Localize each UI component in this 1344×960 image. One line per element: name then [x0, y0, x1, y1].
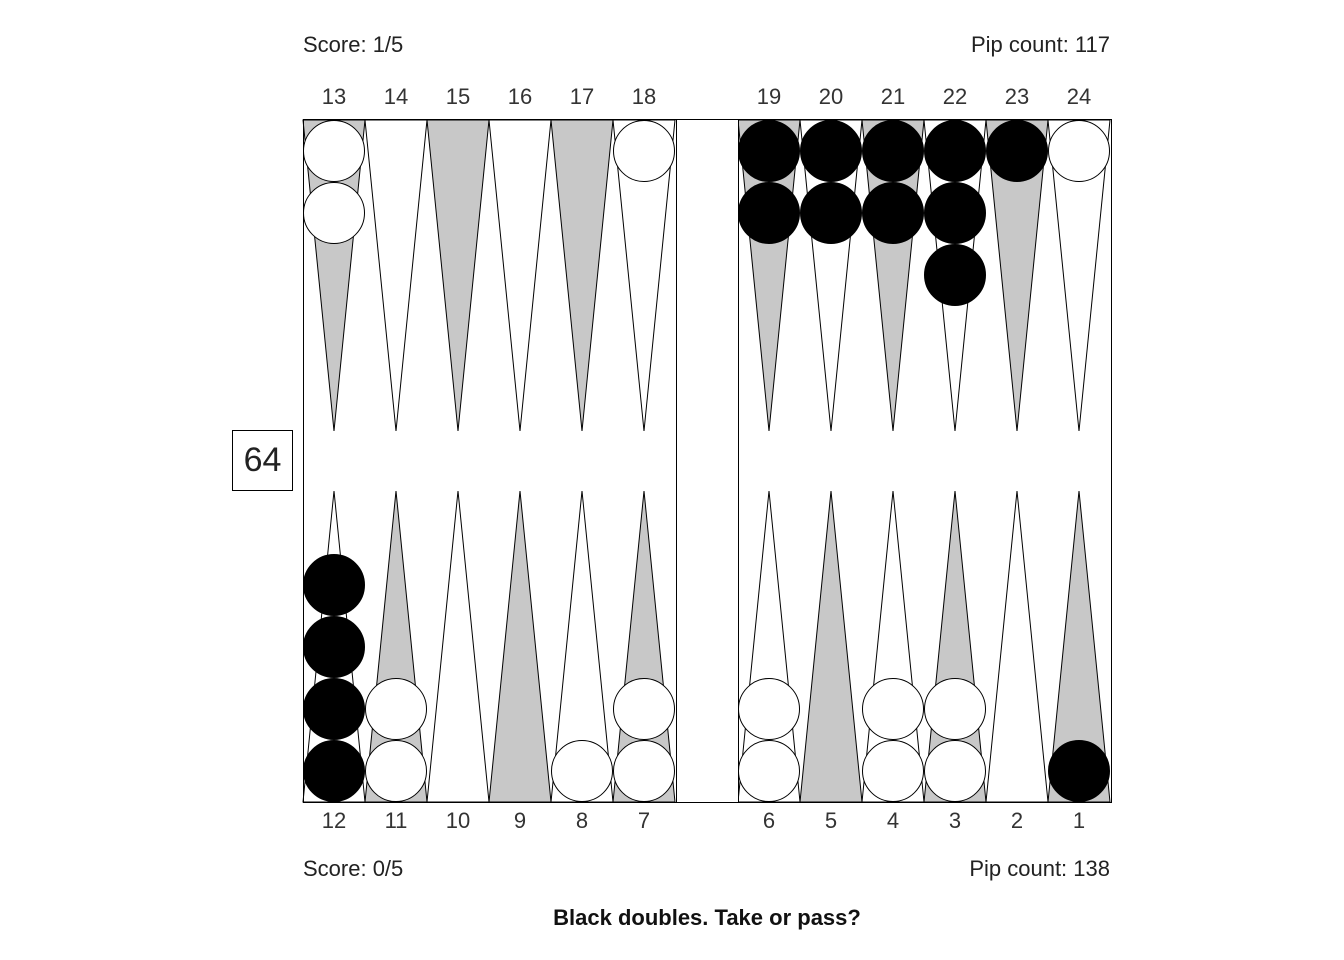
- top-pip-count: Pip count: 117: [970, 32, 1110, 57]
- black-checker[interactable]: [303, 678, 365, 740]
- point-label-15: 15: [445, 84, 471, 109]
- point-label-19: 19: [756, 84, 782, 109]
- white-checker[interactable]: [303, 182, 365, 244]
- point-2[interactable]: [985, 490, 1049, 803]
- point-label-5: 5: [824, 808, 838, 833]
- black-checker[interactable]: [303, 616, 365, 678]
- white-checker[interactable]: [924, 740, 986, 802]
- white-checker[interactable]: [924, 678, 986, 740]
- point-label-3: 3: [948, 808, 962, 833]
- black-checker[interactable]: [924, 120, 986, 182]
- point-label-21: 21: [880, 84, 906, 109]
- point-16[interactable]: [488, 119, 552, 432]
- white-checker[interactable]: [365, 678, 427, 740]
- point-label-20: 20: [818, 84, 844, 109]
- top-score: Score: 1/5: [303, 32, 404, 57]
- point-5[interactable]: [799, 490, 863, 803]
- white-checker[interactable]: [303, 120, 365, 182]
- black-checker[interactable]: [738, 120, 800, 182]
- point-label-11: 11: [384, 808, 408, 833]
- point-label-16: 16: [507, 84, 533, 109]
- white-checker[interactable]: [862, 678, 924, 740]
- point-label-4: 4: [886, 808, 900, 833]
- question-prompt: Black doubles. Take or pass?: [553, 905, 861, 930]
- black-checker[interactable]: [924, 182, 986, 244]
- point-14[interactable]: [364, 119, 428, 432]
- point-label-24: 24: [1066, 84, 1092, 109]
- white-checker[interactable]: [862, 740, 924, 802]
- point-label-8: 8: [575, 808, 589, 833]
- black-checker[interactable]: [862, 182, 924, 244]
- bottom-pip-count: Pip count: 138: [969, 856, 1110, 881]
- black-checker[interactable]: [986, 120, 1048, 182]
- black-checker[interactable]: [1048, 740, 1110, 802]
- black-checker[interactable]: [800, 120, 862, 182]
- white-checker[interactable]: [1048, 120, 1110, 182]
- white-checker[interactable]: [551, 740, 613, 802]
- bottom-score: Score: 0/5: [303, 856, 404, 881]
- white-checker[interactable]: [738, 678, 800, 740]
- point-label-23: 23: [1004, 84, 1030, 109]
- white-checker[interactable]: [613, 678, 675, 740]
- black-checker[interactable]: [738, 182, 800, 244]
- point-label-18: 18: [631, 84, 657, 109]
- point-17[interactable]: [550, 119, 614, 432]
- black-checker[interactable]: [924, 244, 986, 306]
- point-15[interactable]: [426, 119, 490, 432]
- point-label-1: 1: [1072, 808, 1086, 833]
- doubling-cube: 64: [232, 430, 293, 491]
- point-label-2: 2: [1010, 808, 1024, 833]
- point-label-13: 13: [321, 84, 347, 109]
- white-checker[interactable]: [738, 740, 800, 802]
- point-9[interactable]: [488, 490, 552, 803]
- point-label-9: 9: [513, 808, 527, 833]
- white-checker[interactable]: [365, 740, 427, 802]
- point-label-6: 6: [762, 808, 776, 833]
- point-label-14: 14: [383, 84, 409, 109]
- black-checker[interactable]: [303, 554, 365, 616]
- point-10[interactable]: [426, 490, 490, 803]
- point-label-10: 10: [445, 808, 471, 833]
- white-checker[interactable]: [613, 120, 675, 182]
- point-label-7: 7: [637, 808, 651, 833]
- black-checker[interactable]: [800, 182, 862, 244]
- black-checker[interactable]: [303, 740, 365, 802]
- white-checker[interactable]: [613, 740, 675, 802]
- point-label-22: 22: [942, 84, 968, 109]
- black-checker[interactable]: [862, 120, 924, 182]
- point-label-17: 17: [569, 84, 595, 109]
- bar[interactable]: [676, 119, 739, 803]
- point-label-12: 12: [321, 808, 347, 833]
